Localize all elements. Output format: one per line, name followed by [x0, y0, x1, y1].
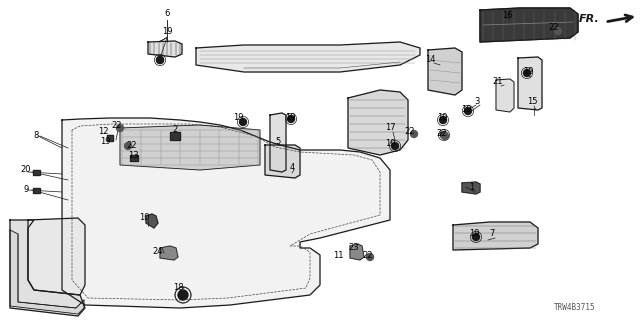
Polygon shape	[518, 57, 542, 110]
Polygon shape	[196, 42, 420, 72]
Circle shape	[392, 142, 399, 149]
Circle shape	[157, 57, 163, 63]
Circle shape	[239, 118, 246, 125]
Circle shape	[410, 131, 417, 138]
Text: 19: 19	[461, 106, 471, 115]
Text: 19: 19	[100, 138, 111, 147]
Circle shape	[554, 28, 561, 35]
Text: 16: 16	[502, 11, 512, 20]
Text: 19: 19	[233, 114, 243, 123]
Polygon shape	[160, 246, 178, 260]
Text: 6: 6	[164, 10, 170, 19]
Polygon shape	[33, 188, 40, 193]
Text: 19: 19	[436, 113, 447, 122]
Circle shape	[524, 69, 531, 76]
Text: 3: 3	[474, 98, 480, 107]
Text: 21: 21	[493, 76, 503, 85]
Polygon shape	[120, 125, 260, 170]
Text: 7: 7	[490, 229, 495, 238]
Circle shape	[440, 132, 447, 139]
Text: 19: 19	[162, 28, 172, 36]
Text: FR.: FR.	[579, 14, 600, 24]
Polygon shape	[270, 113, 286, 172]
Text: 13: 13	[128, 151, 138, 161]
Polygon shape	[265, 145, 300, 178]
Circle shape	[440, 116, 447, 124]
Text: 9: 9	[24, 186, 29, 195]
Polygon shape	[33, 170, 40, 174]
Polygon shape	[350, 244, 364, 260]
Text: 22: 22	[548, 23, 559, 33]
Circle shape	[287, 116, 294, 123]
Polygon shape	[428, 48, 462, 95]
Polygon shape	[107, 135, 113, 141]
Text: 11: 11	[333, 252, 343, 260]
Polygon shape	[10, 230, 84, 314]
Circle shape	[157, 57, 163, 63]
Text: 22: 22	[112, 121, 122, 130]
Text: 17: 17	[385, 124, 396, 132]
Text: 4: 4	[289, 163, 294, 172]
Text: 23: 23	[349, 243, 359, 252]
Text: 22: 22	[436, 129, 447, 138]
Circle shape	[125, 142, 131, 149]
Polygon shape	[146, 214, 158, 228]
Polygon shape	[480, 8, 578, 42]
Circle shape	[116, 124, 124, 132]
Text: 5: 5	[275, 138, 280, 147]
Text: 22: 22	[126, 140, 136, 149]
Text: 19: 19	[385, 139, 396, 148]
Polygon shape	[28, 218, 85, 295]
Circle shape	[472, 234, 479, 241]
Polygon shape	[496, 79, 514, 112]
Text: 15: 15	[527, 98, 537, 107]
Text: 22: 22	[404, 126, 415, 135]
Polygon shape	[348, 90, 408, 155]
Text: 1: 1	[469, 183, 475, 193]
Circle shape	[178, 290, 188, 300]
Polygon shape	[453, 222, 538, 250]
Polygon shape	[130, 155, 138, 161]
Text: 8: 8	[33, 132, 38, 140]
Circle shape	[367, 253, 374, 260]
Text: 19: 19	[523, 67, 533, 76]
Polygon shape	[10, 220, 85, 316]
Polygon shape	[170, 132, 180, 140]
Text: 2: 2	[172, 125, 178, 134]
Text: 12: 12	[98, 127, 108, 137]
Text: 18: 18	[173, 284, 183, 292]
Text: 20: 20	[20, 165, 31, 174]
Text: 22: 22	[363, 252, 373, 260]
Text: 19: 19	[285, 113, 295, 122]
Circle shape	[442, 132, 449, 140]
Text: 14: 14	[425, 54, 435, 63]
Polygon shape	[62, 118, 390, 308]
Text: 24: 24	[153, 247, 163, 257]
Text: TRW4B3715: TRW4B3715	[554, 303, 596, 313]
Circle shape	[465, 108, 472, 115]
Text: 19: 19	[468, 229, 479, 238]
Polygon shape	[148, 41, 182, 57]
Text: 10: 10	[139, 213, 149, 222]
Polygon shape	[462, 182, 480, 194]
